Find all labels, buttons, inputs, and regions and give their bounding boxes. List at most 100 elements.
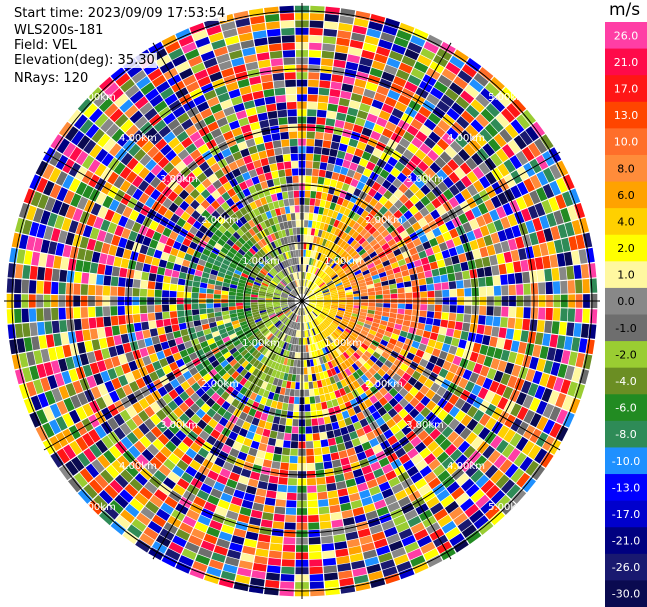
gate-cell [341,83,354,93]
gate-cell [179,522,194,534]
gate-cell [200,189,211,199]
gate-cell [119,489,134,503]
gate-cell [162,311,170,319]
gate-cell [317,325,323,332]
gate-cell [131,518,147,532]
colorbar-tick-label: 13.0 [614,109,639,122]
gate-cell [139,347,149,358]
gate-cell [493,285,502,296]
gate-cell [329,309,337,314]
gate-cell [271,327,278,335]
gate-cell [237,311,245,317]
gate-cell [286,358,292,366]
gate-cell [232,362,241,371]
gate-cell [355,245,364,253]
gate-cell [317,364,323,373]
gate-cell [283,373,289,381]
gate-cell [314,251,319,260]
gate-cell [298,315,300,323]
gate-cell [417,54,432,67]
gate-cell [476,237,486,249]
gate-cell [354,269,362,276]
gate-cell [45,254,55,268]
gate-cell [170,345,179,355]
gate-cell [201,382,211,393]
gate-cell [343,284,352,289]
gate-cell [371,60,386,71]
gate-cell [287,302,295,304]
gate-cell [51,388,63,403]
gate-cell [305,330,309,338]
gate-cell [214,85,228,96]
gate-cell [360,392,369,402]
gate-cell [182,370,193,381]
gate-cell [242,405,251,414]
gate-cell [224,322,233,328]
gate-cell [340,232,348,240]
gate-cell [295,315,299,322]
gate-cell [293,404,300,412]
gate-cell [278,169,286,178]
gate-cell [368,570,384,581]
gate-cell [396,419,408,430]
gate-cell [231,95,243,106]
gate-cell [296,272,300,280]
gate-cell [196,419,208,430]
gate-cell [309,574,324,582]
gate-cell [80,284,88,295]
gate-cell [283,537,296,545]
gate-cell [560,280,568,294]
gate-cell [168,453,180,465]
gate-cell [97,454,111,469]
gate-cell [427,149,439,162]
gate-cell [249,337,257,344]
gate-cell [267,36,282,45]
gate-cell [22,367,33,383]
gate-cell [403,177,414,189]
gate-cell [243,155,253,165]
gate-cell [316,297,324,299]
gate-cell [441,426,454,438]
gate-cell [299,330,302,338]
gate-cell [466,171,479,184]
gate-cell [318,281,324,287]
gate-cell [308,381,314,389]
gate-cell [82,403,94,417]
gate-cell [165,355,175,365]
gate-cell [436,138,449,151]
gate-cell [207,215,216,224]
gate-cell [375,359,384,368]
gate-cell [319,521,332,530]
gate-cell [272,216,279,225]
gate-cell [436,386,447,397]
range-ring-label: 2.00km [365,215,403,226]
gate-cell [120,469,134,483]
gate-cell [376,46,391,57]
gate-cell [26,351,36,366]
gate-cell [484,123,499,138]
gate-cell [185,172,196,183]
gate-cell [374,391,384,401]
gate-cell [182,515,197,528]
gate-cell [378,215,388,225]
gate-cell [238,237,246,245]
gate-cell [344,68,357,78]
gate-cell [364,370,373,380]
gate-cell [188,55,203,67]
gate-cell [169,290,177,298]
gate-cell [268,325,276,332]
gate-cell [253,159,262,169]
gate-cell [267,156,277,165]
colorbar-tick-label: 10.0 [614,136,639,149]
gate-cell [513,452,527,467]
gate-cell [233,103,245,113]
gate-cell [283,198,290,207]
gate-cell [260,372,267,381]
gate-cell [369,217,378,226]
gate-cell [420,195,431,207]
gate-cell [50,134,64,150]
gate-cell [368,295,376,300]
gate-cell [370,270,379,277]
gate-cell [337,326,345,333]
gate-cell [575,308,583,323]
